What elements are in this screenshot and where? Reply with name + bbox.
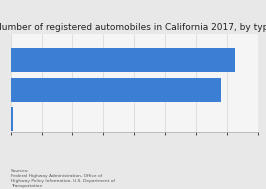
Bar [11,107,13,131]
Title: Number of registered automobiles in California 2017, by type: Number of registered automobiles in Cali… [0,23,266,32]
Bar [11,78,221,102]
Text: Sources:
Federal Highway Administration, Office of
Highway Policy Information, U: Sources: Federal Highway Administration,… [11,169,115,188]
Bar [11,48,235,72]
